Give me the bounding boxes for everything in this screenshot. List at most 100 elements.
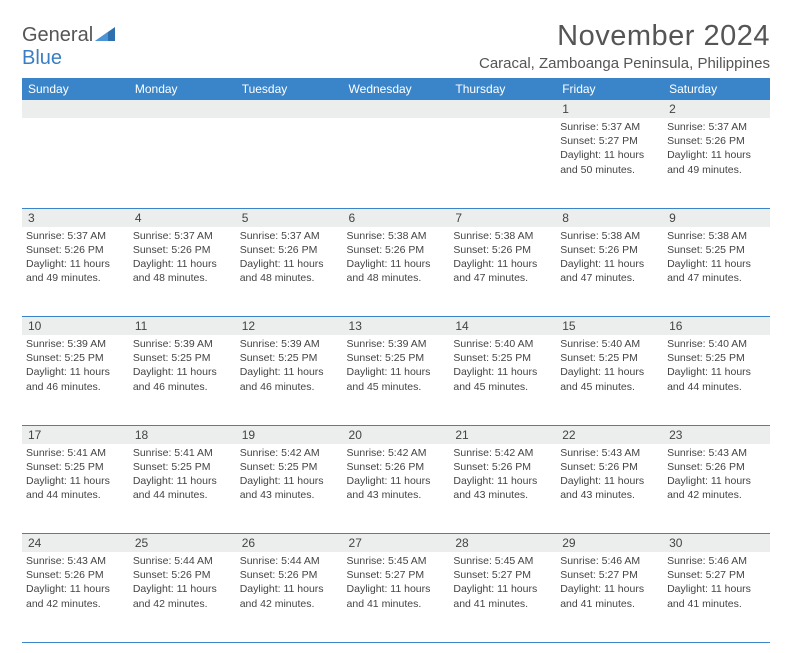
day-number-row: 17181920212223 [22, 425, 770, 444]
day-number-cell: 27 [343, 534, 450, 553]
day-cell: Sunrise: 5:39 AMSunset: 5:25 PMDaylight:… [343, 335, 450, 425]
day-details: Sunrise: 5:41 AMSunset: 5:25 PMDaylight:… [129, 444, 236, 507]
sunrise-text: Sunrise: 5:37 AM [560, 120, 659, 134]
day-cell: Sunrise: 5:38 AMSunset: 5:25 PMDaylight:… [663, 227, 770, 317]
daylight-text: and 50 minutes. [560, 163, 659, 177]
day-number-cell: 28 [449, 534, 556, 553]
day-number-cell: 11 [129, 317, 236, 336]
day-number-cell: 5 [236, 208, 343, 227]
sunrise-text: Sunrise: 5:43 AM [26, 554, 125, 568]
day-details: Sunrise: 5:37 AMSunset: 5:26 PMDaylight:… [663, 118, 770, 181]
day-details: Sunrise: 5:37 AMSunset: 5:27 PMDaylight:… [556, 118, 663, 181]
sunset-text: Sunset: 5:25 PM [240, 460, 339, 474]
daylight-text: Daylight: 11 hours [133, 474, 232, 488]
sunset-text: Sunset: 5:25 PM [667, 351, 766, 365]
day-cell: Sunrise: 5:40 AMSunset: 5:25 PMDaylight:… [663, 335, 770, 425]
daylight-text: and 45 minutes. [560, 380, 659, 394]
logo-text-general: General [22, 24, 93, 46]
weekday-header: Thursday [449, 78, 556, 100]
daylight-text: and 48 minutes. [240, 271, 339, 285]
calendar-page: General Blue November 2024 Caracal, Zamb… [0, 0, 792, 653]
day-cell: Sunrise: 5:45 AMSunset: 5:27 PMDaylight:… [449, 552, 556, 642]
day-number-cell: 30 [663, 534, 770, 553]
day-cell: Sunrise: 5:43 AMSunset: 5:26 PMDaylight:… [22, 552, 129, 642]
day-details: Sunrise: 5:42 AMSunset: 5:26 PMDaylight:… [343, 444, 450, 507]
day-number-cell: 7 [449, 208, 556, 227]
day-details: Sunrise: 5:38 AMSunset: 5:26 PMDaylight:… [343, 227, 450, 290]
sunrise-text: Sunrise: 5:38 AM [347, 229, 446, 243]
daylight-text: Daylight: 11 hours [26, 474, 125, 488]
day-number-row: 10111213141516 [22, 317, 770, 336]
weekday-header: Tuesday [236, 78, 343, 100]
daylight-text: Daylight: 11 hours [453, 474, 552, 488]
day-cell: Sunrise: 5:46 AMSunset: 5:27 PMDaylight:… [663, 552, 770, 642]
day-cell: Sunrise: 5:46 AMSunset: 5:27 PMDaylight:… [556, 552, 663, 642]
day-number-cell: 29 [556, 534, 663, 553]
daylight-text: and 47 minutes. [560, 271, 659, 285]
sunset-text: Sunset: 5:26 PM [133, 568, 232, 582]
calendar-table: Sunday Monday Tuesday Wednesday Thursday… [22, 78, 770, 643]
sunset-text: Sunset: 5:27 PM [347, 568, 446, 582]
day-cell: Sunrise: 5:37 AMSunset: 5:26 PMDaylight:… [22, 227, 129, 317]
sunset-text: Sunset: 5:25 PM [133, 351, 232, 365]
weekday-header: Monday [129, 78, 236, 100]
daylight-text: Daylight: 11 hours [347, 474, 446, 488]
day-details: Sunrise: 5:37 AMSunset: 5:26 PMDaylight:… [236, 227, 343, 290]
sunrise-text: Sunrise: 5:38 AM [453, 229, 552, 243]
sunset-text: Sunset: 5:25 PM [240, 351, 339, 365]
day-details: Sunrise: 5:44 AMSunset: 5:26 PMDaylight:… [236, 552, 343, 615]
sunrise-text: Sunrise: 5:37 AM [26, 229, 125, 243]
sunrise-text: Sunrise: 5:37 AM [240, 229, 339, 243]
day-cell: Sunrise: 5:39 AMSunset: 5:25 PMDaylight:… [22, 335, 129, 425]
day-cell: Sunrise: 5:38 AMSunset: 5:26 PMDaylight:… [556, 227, 663, 317]
daylight-text: Daylight: 11 hours [347, 365, 446, 379]
daylight-text: and 46 minutes. [26, 380, 125, 394]
day-cell [129, 118, 236, 208]
day-number-cell: 22 [556, 425, 663, 444]
location-subtitle: Caracal, Zamboanga Peninsula, Philippine… [479, 55, 770, 72]
sunrise-text: Sunrise: 5:39 AM [133, 337, 232, 351]
sunrise-text: Sunrise: 5:41 AM [26, 446, 125, 460]
day-number-cell: 2 [663, 100, 770, 118]
day-details: Sunrise: 5:42 AMSunset: 5:25 PMDaylight:… [236, 444, 343, 507]
sunset-text: Sunset: 5:25 PM [347, 351, 446, 365]
day-cell [236, 118, 343, 208]
day-number-cell: 8 [556, 208, 663, 227]
weekday-header: Friday [556, 78, 663, 100]
daylight-text: and 42 minutes. [26, 597, 125, 611]
day-cell: Sunrise: 5:44 AMSunset: 5:26 PMDaylight:… [129, 552, 236, 642]
day-cell: Sunrise: 5:37 AMSunset: 5:26 PMDaylight:… [129, 227, 236, 317]
daylight-text: and 45 minutes. [453, 380, 552, 394]
day-cell: Sunrise: 5:37 AMSunset: 5:26 PMDaylight:… [236, 227, 343, 317]
daylight-text: Daylight: 11 hours [453, 365, 552, 379]
day-number-cell: 19 [236, 425, 343, 444]
day-number-cell: 26 [236, 534, 343, 553]
daylight-text: and 47 minutes. [667, 271, 766, 285]
day-number-cell [449, 100, 556, 118]
daylight-text: Daylight: 11 hours [560, 148, 659, 162]
day-number-cell: 13 [343, 317, 450, 336]
sunset-text: Sunset: 5:25 PM [26, 460, 125, 474]
logo-triangle-icon [95, 27, 115, 46]
day-cell: Sunrise: 5:45 AMSunset: 5:27 PMDaylight:… [343, 552, 450, 642]
day-details: Sunrise: 5:41 AMSunset: 5:25 PMDaylight:… [22, 444, 129, 507]
sunrise-text: Sunrise: 5:40 AM [667, 337, 766, 351]
day-cell [343, 118, 450, 208]
daylight-text: and 43 minutes. [560, 488, 659, 502]
week-row: Sunrise: 5:43 AM Sunset: 5:26 PMDaylight:… [22, 552, 770, 642]
sunset-text: Sunset: 5:26 PM [453, 243, 552, 257]
sunset-text: Sunset: 5:26 PM [240, 243, 339, 257]
day-cell: Sunrise: 5:42 AMSunset: 5:26 PMDaylight:… [449, 444, 556, 534]
daylight-text: Daylight: 11 hours [667, 365, 766, 379]
sunrise-text: Sunrise: 5:38 AM [560, 229, 659, 243]
sunrise-text: Sunrise: 5:42 AM [240, 446, 339, 460]
daylight-text: and 42 minutes. [240, 597, 339, 611]
calendar-head: Sunday Monday Tuesday Wednesday Thursday… [22, 78, 770, 100]
daylight-text: Daylight: 11 hours [560, 257, 659, 271]
sunrise-text: Sunrise: 5:38 AM [667, 229, 766, 243]
daylight-text: Daylight: 11 hours [133, 582, 232, 596]
day-number-cell [22, 100, 129, 118]
day-cell: Sunrise: 5:40 AMSunset: 5:25 PMDaylight:… [556, 335, 663, 425]
daylight-text: and 46 minutes. [133, 380, 232, 394]
calendar-body: 12Sunrise: 5:37 AMSunset: 5:27 PMDayligh… [22, 100, 770, 642]
